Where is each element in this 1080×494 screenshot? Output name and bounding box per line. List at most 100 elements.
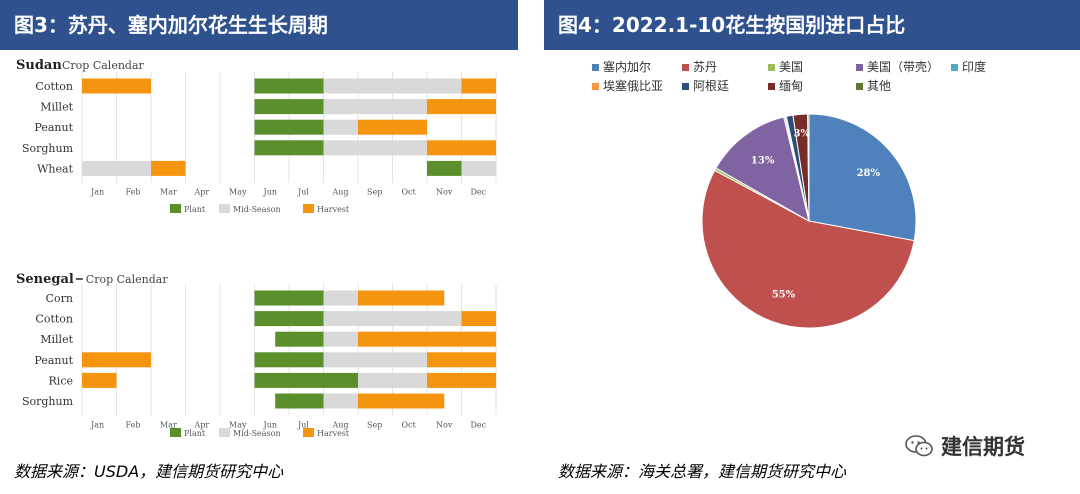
sudan-bar-harvest — [358, 119, 427, 135]
senegal-bar-harvest — [427, 352, 496, 368]
sudan-bar-mid — [323, 99, 427, 115]
pie-legend-label: 塞内加尔 — [603, 59, 651, 74]
sudan-bar-plant — [254, 78, 324, 94]
watermark-text: 建信期货 — [941, 435, 1025, 459]
senegal-bar-mid — [323, 290, 358, 306]
pie-legend-label: 阿根廷 — [693, 79, 729, 93]
pie-legend-swatch — [682, 64, 689, 71]
sudan-month-tick: Aug — [332, 188, 349, 197]
pie-slice — [715, 116, 810, 223]
senegal-bar-plant — [254, 372, 358, 388]
pie-data-label: 55% — [772, 290, 796, 301]
figure-3-title: 图3：苏丹、塞内加尔花生生长周期 — [0, 0, 518, 50]
senegal-month-tick: Nov — [436, 420, 453, 429]
sudan-legend-label: Mid-Season — [233, 205, 281, 214]
sudan-bar-plant — [254, 119, 324, 135]
sudan-legend-label: Plant — [184, 205, 206, 214]
sudan-bar-harvest — [427, 140, 496, 156]
pie-data-label: 3% — [794, 128, 811, 139]
senegal-crop-label: Corn — [46, 292, 73, 305]
senegal-bar-harvest — [358, 290, 445, 306]
sudan-crop-label: Sorghum — [22, 142, 74, 155]
pie-legend-swatch — [856, 83, 863, 90]
sudan-month-tick: Apr — [194, 188, 210, 197]
senegal-crop-label: Millet — [40, 333, 73, 346]
senegal-month-tick: May — [229, 420, 247, 429]
watermark: 建信期货 — [905, 426, 1025, 466]
sudan-bar-harvest — [461, 78, 496, 94]
senegal-bar-harvest — [82, 372, 117, 388]
sudan-bar-mid — [323, 140, 427, 156]
sudan-month-tick: May — [229, 188, 247, 197]
senegal-crop-label: Peanut — [34, 354, 73, 367]
senegal-month-tick: Jun — [263, 420, 278, 429]
pie-legend-swatch — [682, 83, 689, 90]
senegal-bar-harvest — [358, 393, 445, 409]
sudan-month-tick: Nov — [436, 188, 453, 197]
crop-calendar-panel: Sudan Crop Calendar Cotton Millet Peanut Sorg… — [0, 50, 518, 450]
senegal-month-tick: Mar — [160, 420, 177, 429]
pie-slice — [808, 113, 917, 242]
pie-legend-swatch — [768, 64, 775, 71]
pie-legend-label: 缅甸 — [779, 79, 803, 93]
pie-legend-swatch — [592, 64, 599, 71]
pie-legend-swatch — [951, 64, 958, 71]
senegal-month-tick: Sep — [367, 420, 382, 429]
wechat-icon — [905, 435, 933, 457]
senegal-month-tick: Jan — [90, 420, 104, 429]
senegal-legend-swatch — [170, 428, 181, 437]
sudan-crop-label: Millet — [40, 101, 73, 114]
sudan-bar-harvest — [427, 99, 496, 115]
pie-legend-swatch — [592, 83, 599, 90]
pie-data-label: 28% — [857, 168, 881, 179]
sudan-bar-harvest — [151, 160, 186, 176]
senegal-month-tick: Dec — [471, 420, 487, 429]
pie-legend-label: 美国 — [779, 60, 803, 74]
sudan-legend-swatch — [219, 204, 230, 213]
senegal-month-tick: Oct — [402, 420, 417, 429]
sudan-legend-label: Harvest — [317, 205, 350, 214]
senegal-bar-mid — [358, 372, 427, 388]
senegal-legend-swatch — [303, 428, 314, 437]
sudan-chart-title: Sudan — [16, 58, 62, 73]
pie-legend-label: 埃塞俄比亚 — [603, 78, 663, 93]
sudan-month-tick: Mar — [160, 188, 177, 197]
pie-legend-swatch — [856, 64, 863, 71]
pie-legend-label: 美国（带壳） — [867, 60, 939, 74]
senegal-legend-label: Plant — [184, 429, 206, 438]
senegal-legend-swatch — [219, 428, 230, 437]
senegal-crop-label: Cotton — [35, 313, 73, 326]
sudan-month-tick: Jan — [90, 188, 104, 197]
senegal-crop-label: Sorghum — [22, 395, 74, 408]
import-share-panel: 28% 55% 13% 3% 塞内加尔 苏丹 美国 美国（带壳） 印度 埃塞俄比亚 阿根廷 缅甸 其他 — [544, 50, 1080, 450]
senegal-bar-mid — [323, 331, 358, 347]
sudan-bar-mid — [323, 78, 462, 94]
sudan-bar-mid — [461, 160, 496, 176]
senegal-crop-label: Rice — [49, 374, 73, 387]
senegal-bar-plant — [275, 331, 324, 347]
sudan-chart-subtitle: Crop Calendar — [62, 59, 145, 72]
sudan-crop-label: Peanut — [34, 121, 73, 134]
pie-legend-label: 其他 — [867, 79, 891, 93]
senegal-bar-plant — [254, 352, 324, 368]
sudan-month-tick: Jun — [263, 188, 278, 197]
senegal-legend-label: Harvest — [317, 429, 350, 438]
source-note-left: 数据来源：USDA，建信期货研究中心 — [14, 462, 284, 481]
senegal-chart-title: Senegal — [16, 272, 74, 287]
senegal-month-tick: Feb — [126, 420, 141, 429]
figure-4-title: 图4：2022.1-10花生按国别进口占比 — [544, 0, 1080, 50]
sudan-month-tick: Sep — [367, 188, 382, 197]
sudan-bar-plant — [254, 140, 324, 156]
sudan-month-tick: Dec — [471, 188, 487, 197]
senegal-chart-subtitle: Crop Calendar — [86, 273, 169, 286]
senegal-bar-harvest — [82, 352, 151, 368]
senegal-legend-label: Mid-Season — [233, 429, 281, 438]
sudan-legend-swatch — [170, 204, 181, 213]
sudan-legend-swatch — [303, 204, 314, 213]
sudan-bar-mid — [323, 119, 358, 135]
senegal-bar-harvest — [461, 311, 496, 327]
sudan-bar-plant — [254, 99, 324, 115]
source-note-right: 数据来源：海关总署，建信期货研究中心 — [558, 462, 847, 481]
senegal-bar-harvest — [427, 372, 496, 388]
